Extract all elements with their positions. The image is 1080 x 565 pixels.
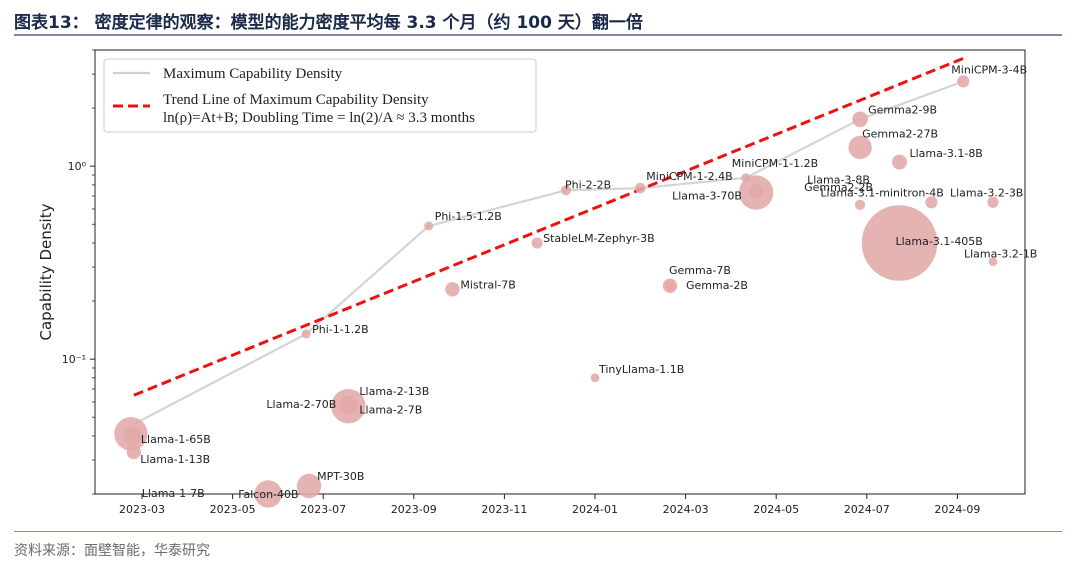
point-label: Gemma2-27B [862, 128, 938, 141]
point-label: Llama-3.1-minitron-4B [820, 186, 943, 199]
point-label: Llama-1-13B [140, 453, 210, 466]
point-label: Falcon-40B [238, 488, 298, 501]
data-point [445, 282, 460, 297]
data-point [341, 400, 356, 415]
max-capability-density-line [133, 80, 964, 426]
data-point [301, 329, 311, 339]
point-label: Llama-3.1-8B [910, 147, 983, 160]
x-tick-label: 2023-09 [391, 503, 437, 516]
data-point [126, 444, 141, 460]
legend-formula: ln(ρ)=At+B; Doubling Time = ln(2)/A ≈ 3.… [163, 110, 475, 126]
point-label: Llama-3.2-1B [964, 248, 1037, 261]
x-tick-label: 2024-09 [934, 503, 980, 516]
legend-max-label: Maximum Capability Density [163, 66, 343, 82]
point-label: MPT-30B [317, 470, 364, 483]
data-point [855, 199, 866, 210]
data-point [987, 196, 999, 208]
point-label: Llama-2-7B [359, 404, 422, 417]
x-tick-label: 2023-07 [300, 503, 346, 516]
source-note: 资料来源：面壁智能，华泰研究 [14, 543, 210, 559]
data-point [123, 427, 142, 445]
point-label: Phi-1.5-1.2B [435, 210, 502, 223]
y-tick-label: 10⁰ [68, 160, 87, 173]
point-label: Phi-1-1.2B [312, 323, 369, 336]
x-tick-label: 2023-03 [119, 503, 165, 516]
point-label: Gemma-2B [686, 279, 748, 292]
data-point [892, 154, 907, 170]
data-point [861, 205, 938, 281]
data-point [748, 183, 764, 199]
data-point [741, 173, 751, 183]
data-point [590, 373, 600, 383]
point-label: Llama-3.2-3B [950, 186, 1023, 199]
x-tick-label: 2024-01 [572, 503, 618, 516]
point-label: Llama-2-70B [266, 398, 336, 411]
point-labels: Llama-1-65B Llama-1-13B Llama-1-7B Falcon-4… [140, 63, 1037, 501]
point-label: Llama-1-65B [141, 433, 211, 446]
point-label: StableLM-Zephyr-3B [543, 232, 655, 245]
point-label: MiniCPM-1-1.2B [732, 157, 818, 170]
point-label: Llama-1-7B [142, 487, 205, 500]
source-rule [14, 531, 1062, 532]
data-points [114, 75, 999, 508]
point-label: Llama-2-13B [359, 385, 429, 398]
point-label: TinyLlama-1.1B [598, 363, 684, 376]
data-point [852, 111, 868, 128]
point-label: Gemma-7B [669, 264, 731, 277]
data-point [531, 237, 543, 249]
data-point [925, 196, 938, 209]
trend-line [133, 55, 969, 397]
point-label: Llama-3-8B [807, 173, 870, 186]
point-label: Phi-2-2B [565, 178, 611, 191]
x-tick-label: 2023-11 [481, 503, 527, 516]
data-point [635, 182, 646, 194]
data-point [560, 185, 572, 196]
x-tick-label: 2024-05 [753, 503, 799, 516]
x-axis-ticks: 2023-03 2023-05 2023-07 2023-09 2023-11 2024-… [119, 494, 980, 516]
data-point [424, 221, 434, 231]
point-label: Mistral-7B [460, 278, 515, 291]
figure-title: 图表13： 密度定律的观察：模型的能力密度平均每 3.3 个月（约 100 天）… [14, 13, 643, 33]
y-axis-ticks: 10⁰ 10⁻¹ [62, 49, 95, 495]
x-tick-label: 2023-05 [210, 503, 256, 516]
plot-frame [94, 49, 1026, 495]
legend: Maximum Capability Density Trend Line of… [103, 58, 537, 133]
point-label: Llama-3.1-405B [896, 235, 983, 248]
x-tick-label: 2024-03 [663, 503, 709, 516]
point-label: MiniCPM-3-4B [951, 63, 1027, 76]
title-rule [14, 34, 1062, 36]
point-label: Llama-3-70B [672, 190, 742, 203]
data-point [296, 473, 322, 499]
data-point [988, 257, 998, 267]
point-label: Gemma2-9B [868, 103, 937, 116]
x-tick-label: 2024-07 [844, 503, 890, 516]
point-label: Gemma2-2B [804, 181, 873, 194]
y-axis-label: Capability Density [37, 203, 55, 340]
legend-trend-label: Trend Line of Maximum Capability Density [163, 92, 429, 108]
legend-box [103, 58, 537, 133]
point-label: MiniCPM-1-2.4B [646, 170, 732, 183]
data-point [957, 75, 970, 88]
data-point [664, 280, 676, 291]
y-tick-label: 10⁻¹ [62, 353, 86, 366]
data-point [254, 480, 282, 508]
data-point [848, 135, 872, 160]
